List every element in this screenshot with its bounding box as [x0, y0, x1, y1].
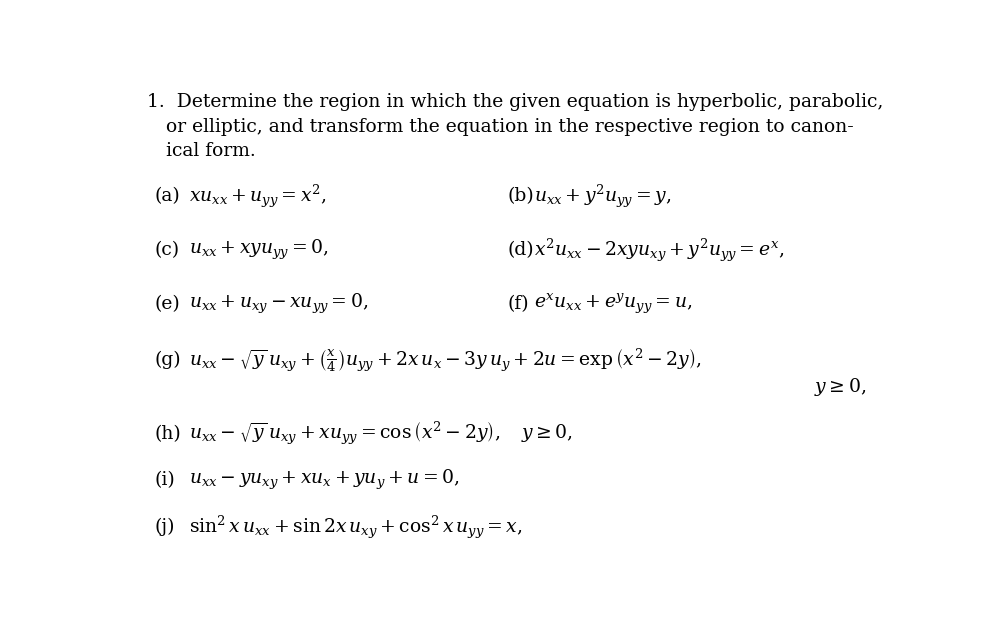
Text: $u_{xx} - \sqrt{y}\, u_{xy} + xu_{yy} = \cos\left(x^2 - 2y\right), \quad y \geq : $u_{xx} - \sqrt{y}\, u_{xy} + xu_{yy} = … [189, 420, 573, 447]
Text: $\sin^2 x\, u_{xx} + \sin 2x\, u_{xy} + \cos^2 x\, u_{yy} = x,$: $\sin^2 x\, u_{xx} + \sin 2x\, u_{xy} + … [189, 513, 523, 541]
Text: (d): (d) [507, 241, 534, 259]
Text: (f): (f) [507, 295, 529, 313]
Text: $u_{xx} - yu_{xy} + xu_x + yu_y + u = 0,$: $u_{xx} - yu_{xy} + xu_x + yu_y + u = 0,… [189, 468, 459, 492]
Text: (e): (e) [154, 295, 180, 313]
Text: $e^xu_{xx} + e^yu_{yy} = u,$: $e^xu_{xx} + e^yu_{yy} = u,$ [535, 292, 692, 316]
Text: (h): (h) [154, 425, 181, 443]
Text: $u_{xx} - \sqrt{y}\, u_{xy} + \left(\frac{x}{4}\right) u_{yy} + 2x\, u_x - 3y\, : $u_{xx} - \sqrt{y}\, u_{xy} + \left(\fra… [189, 347, 702, 374]
Text: (a): (a) [154, 187, 180, 205]
Text: $xu_{xx} + u_{yy} = x^2,$: $xu_{xx} + u_{yy} = x^2,$ [189, 183, 327, 210]
Text: or elliptic, and transform the equation in the respective region to canon-: or elliptic, and transform the equation … [166, 118, 853, 136]
Text: (j): (j) [154, 518, 175, 536]
Text: 1.  Determine the region in which the given equation is hyperbolic, parabolic,: 1. Determine the region in which the giv… [147, 93, 883, 111]
Text: $u_{xx} + u_{xy} - xu_{yy} = 0,$: $u_{xx} + u_{xy} - xu_{yy} = 0,$ [189, 292, 368, 316]
Text: $u_{xx} + y^2u_{yy} = y,$: $u_{xx} + y^2u_{yy} = y,$ [535, 183, 671, 210]
Text: (g): (g) [154, 351, 181, 370]
Text: (i): (i) [154, 471, 175, 489]
Text: (c): (c) [154, 241, 179, 259]
Text: ical form.: ical form. [166, 142, 255, 160]
Text: $y \geq 0,$: $y \geq 0,$ [814, 377, 866, 398]
Text: $u_{xx} + xyu_{yy} = 0,$: $u_{xx} + xyu_{yy} = 0,$ [189, 238, 329, 262]
Text: $x^2u_{xx} - 2xyu_{xy} + y^2u_{yy} = e^x,$: $x^2u_{xx} - 2xyu_{xy} + y^2u_{yy} = e^x… [535, 237, 784, 264]
Text: (b): (b) [507, 187, 535, 205]
